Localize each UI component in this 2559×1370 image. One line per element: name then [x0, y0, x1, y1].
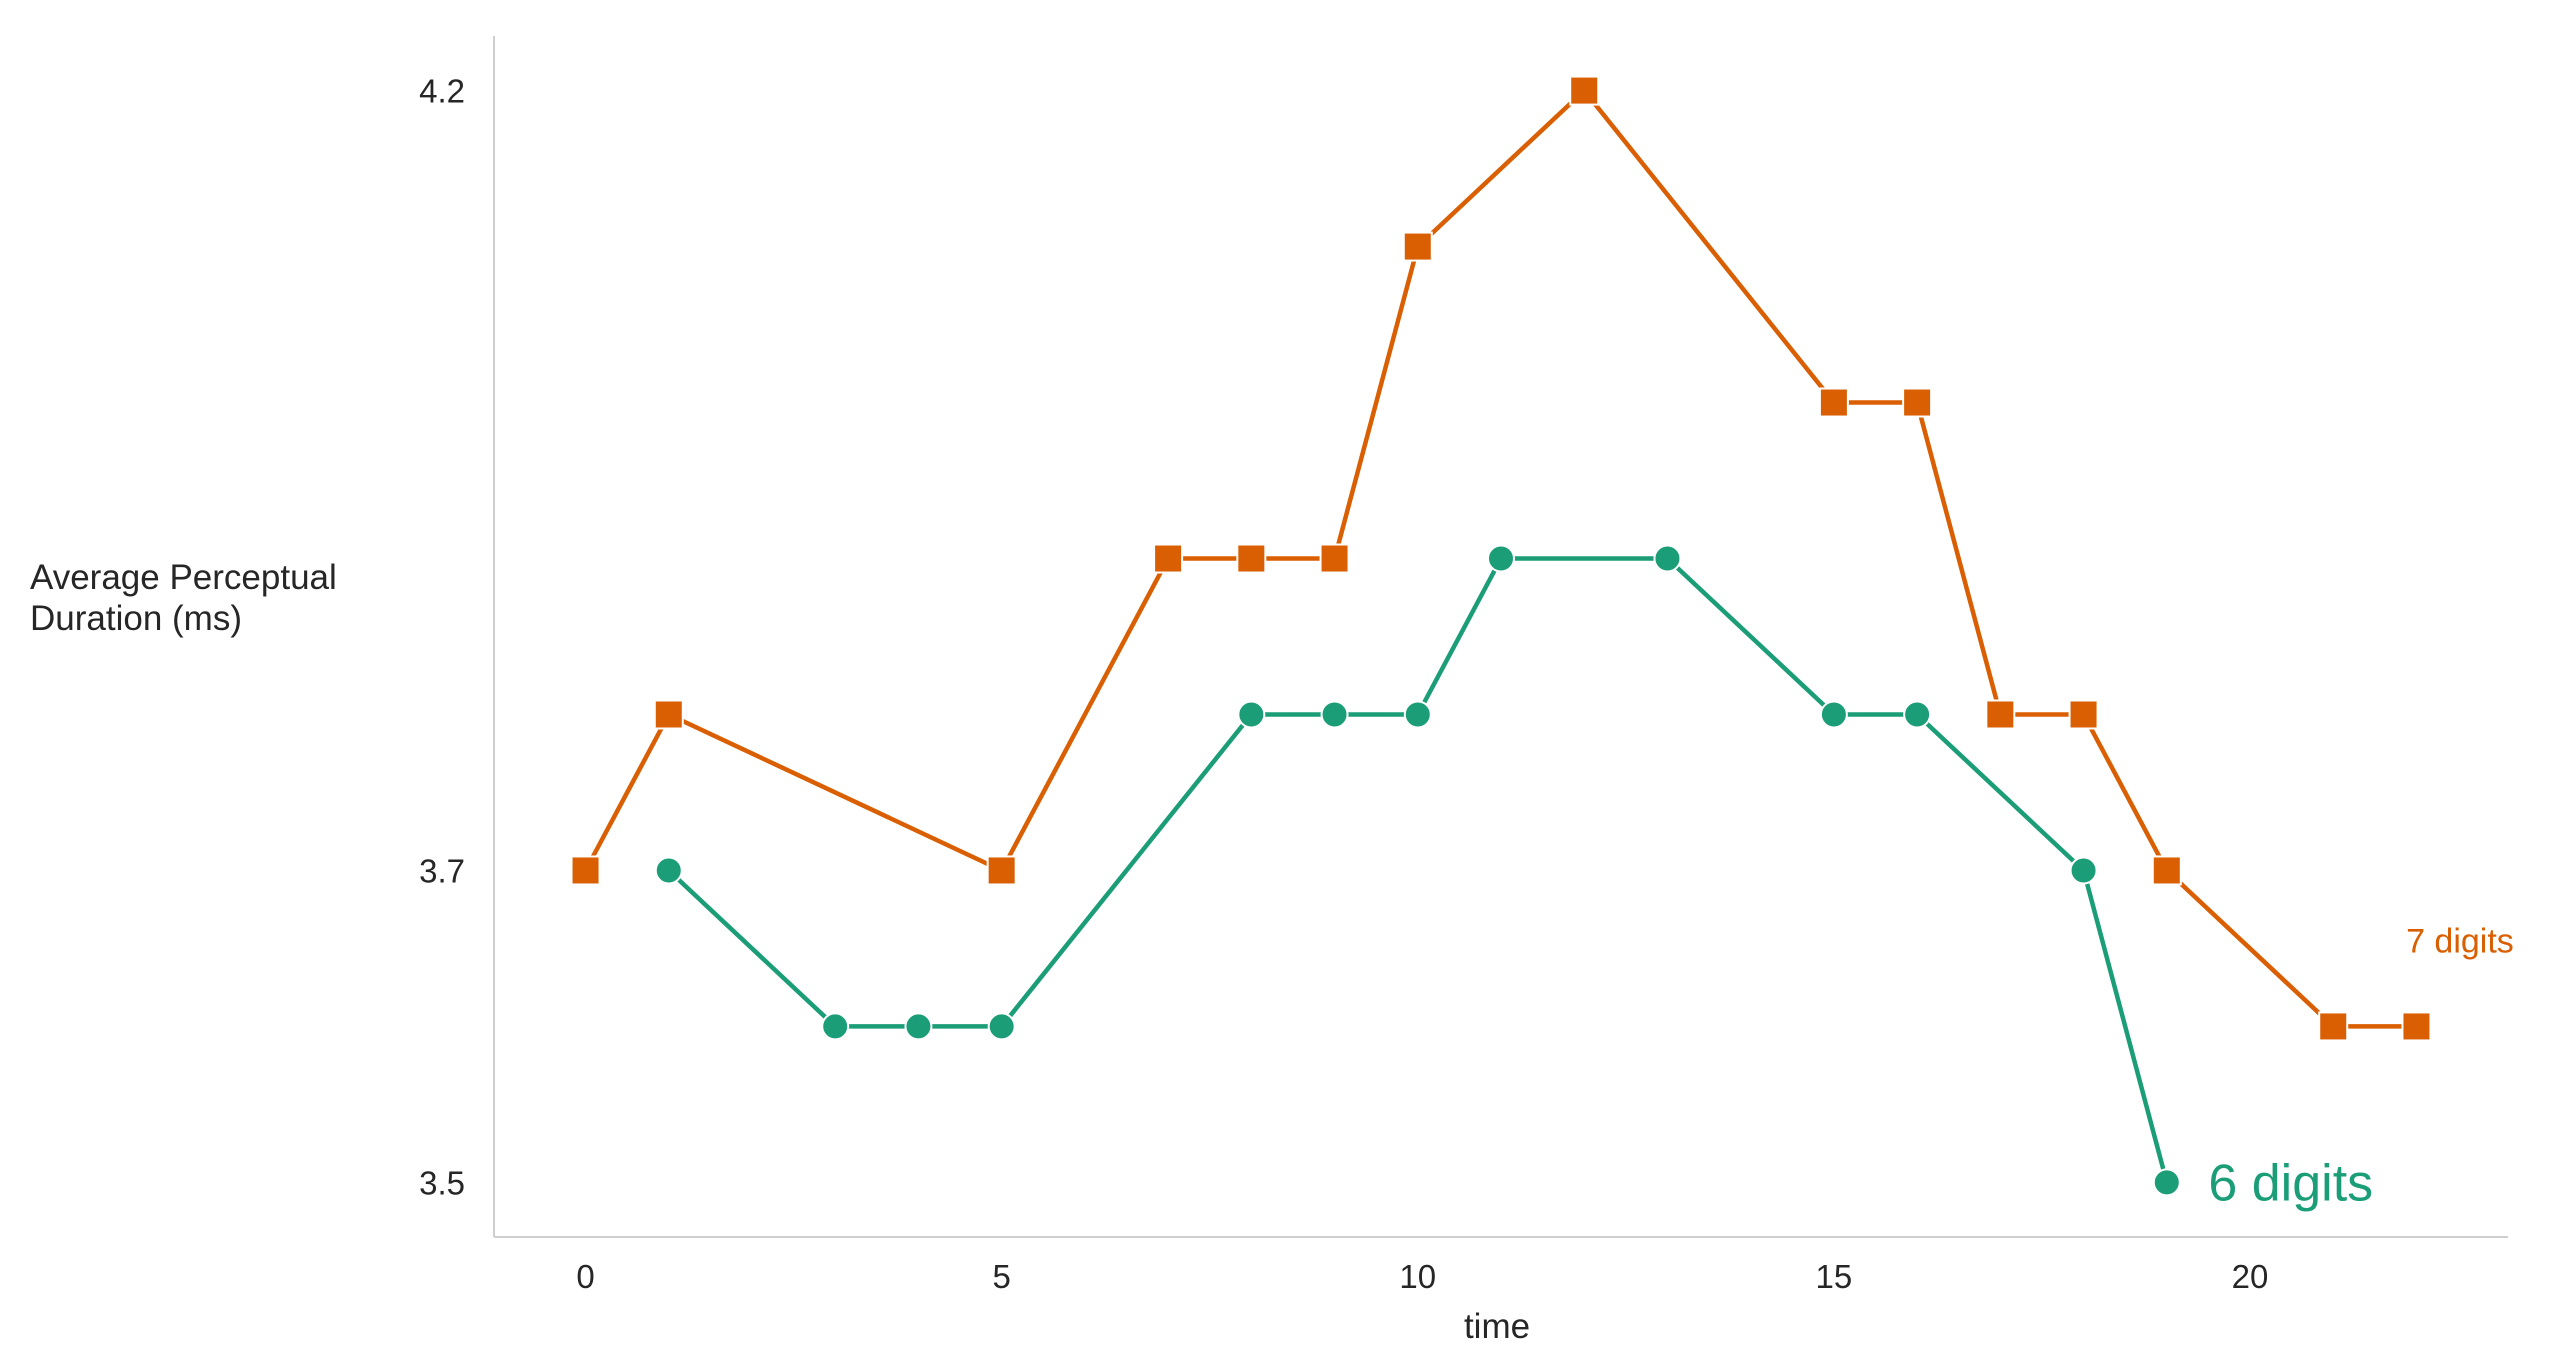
- x-tick-label: 0: [576, 1258, 594, 1295]
- data-point-6-digits: [1237, 700, 1266, 729]
- data-point-6-digits: [654, 856, 683, 885]
- data-point-6-digits: [2152, 1168, 2181, 1197]
- y-axis-title-line-2: Duration (ms): [30, 599, 242, 638]
- series-6-digits: [654, 544, 2181, 1197]
- data-point-6-digits: [2069, 856, 2098, 885]
- data-point-6-digits: [1653, 544, 1682, 573]
- series-7-digits: [570, 75, 2432, 1042]
- data-point-7-digits: [2401, 1011, 2432, 1042]
- data-point-7-digits: [1402, 231, 1433, 262]
- data-point-6-digits: [1903, 700, 1932, 729]
- series-annotation: 7 digits: [2406, 923, 2514, 961]
- data-point-6-digits: [904, 1012, 933, 1041]
- data-point-6-digits: [1320, 700, 1349, 729]
- data-point-7-digits: [2068, 699, 2099, 730]
- x-axis-title: time: [1464, 1307, 1530, 1346]
- tick-labels: 0 5 10 15 20 3.5 3.7 4.2: [419, 73, 2268, 1295]
- data-point-6-digits: [987, 1012, 1016, 1041]
- axes: [493, 36, 2508, 1238]
- y-tick-label: 3.5: [419, 1164, 465, 1201]
- series-annotation: 6 digits: [2208, 1154, 2373, 1212]
- data-point-7-digits: [1818, 387, 1849, 418]
- data-point-7-digits: [1985, 699, 2016, 730]
- series-line-6-digits: [666, 556, 2170, 1185]
- data-point-7-digits: [1569, 75, 1600, 106]
- x-tick-label: 15: [1816, 1258, 1853, 1295]
- annotations: 7 digits 6 digits: [2208, 923, 2513, 1213]
- data-point-7-digits: [653, 699, 684, 730]
- data-point-7-digits: [986, 855, 1017, 886]
- data-point-7-digits: [1153, 543, 1184, 574]
- data-point-6-digits: [821, 1012, 850, 1041]
- data-point-7-digits: [1902, 387, 1933, 418]
- y-tick-label: 4.2: [419, 73, 465, 110]
- data-point-7-digits: [2151, 855, 2182, 886]
- data-point-7-digits: [2318, 1011, 2349, 1042]
- data-point-7-digits: [1319, 543, 1350, 574]
- x-tick-label: 20: [2232, 1258, 2269, 1295]
- data-point-6-digits: [1819, 700, 1848, 729]
- data-point-6-digits: [1403, 700, 1432, 729]
- x-tick-label: 5: [992, 1258, 1010, 1295]
- data-point-6-digits: [1487, 544, 1515, 573]
- y-axis-title-line-1: Average Perceptual: [30, 558, 337, 597]
- y-tick-label: 3.7: [419, 852, 465, 889]
- axis-titles: time Average Perceptual Duration (ms): [30, 558, 1530, 1346]
- data-point-7-digits: [570, 855, 601, 886]
- x-tick-label: 10: [1399, 1258, 1436, 1295]
- data-point-7-digits: [1236, 543, 1267, 574]
- series: [570, 75, 2432, 1197]
